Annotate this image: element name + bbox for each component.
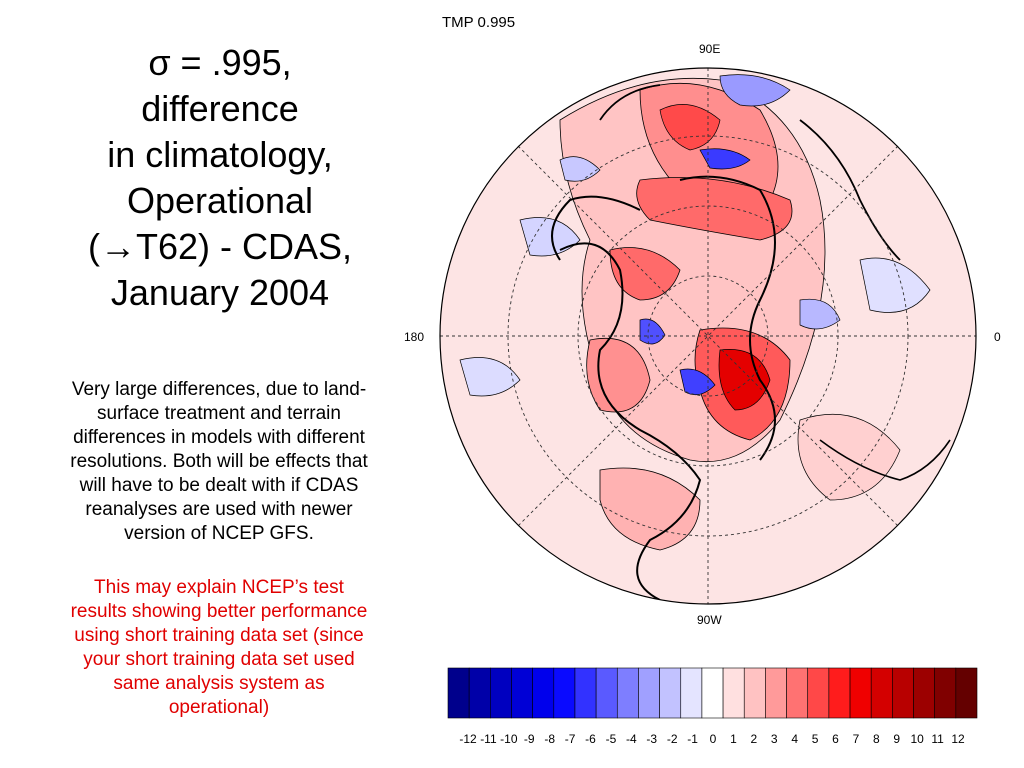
colorbar-tick-label: -6	[585, 732, 596, 746]
colorbar-tick-label: 9	[893, 732, 900, 746]
title-line: in climatology,	[107, 134, 333, 175]
colorbar-tick-label: -11	[480, 732, 497, 746]
colorbar-tick-label: 3	[771, 732, 778, 746]
colorbar-tick-label: 10	[910, 732, 924, 746]
colorbar-swatch	[490, 667, 512, 719]
colorbar-swatch	[955, 667, 978, 719]
colorbar-tick-label: 11	[931, 732, 944, 746]
colorbar-swatch	[807, 667, 830, 719]
colorbar-swatch	[574, 667, 597, 719]
colorbar-swatch	[849, 667, 872, 719]
colorbar: -12 -11 -10 -9 -8 -7 -6 -5 -4 -3 -2 -1 0 1 2 3 4 5 6 7 8 9 10 1…	[447, 667, 978, 746]
explanation-line: reanalyses are used with newer	[85, 499, 353, 520]
highlight-line: results showing better performance	[70, 601, 368, 622]
colorbar-tick-label: -3	[646, 732, 657, 746]
highlight-line: operational)	[168, 697, 270, 718]
map-label-bottom: 90W	[697, 613, 722, 627]
map-title: TMP 0.995	[442, 14, 516, 31]
colorbar-swatch	[638, 667, 660, 719]
colorbar-swatch	[743, 667, 766, 719]
colorbar-tick-label: 7	[853, 732, 860, 746]
explanation-line: version of NCEP GFS.	[124, 523, 314, 544]
title-line: Operational	[126, 180, 314, 221]
map-label-top: 90E	[699, 42, 721, 56]
explanation-line: Very large differences, due to land-	[71, 379, 367, 400]
colorbar-swatch	[447, 667, 470, 719]
colorbar-tick-label: -2	[667, 732, 678, 746]
colorbar-swatch	[468, 667, 491, 719]
title-line: (→T62) - CDAS,	[87, 226, 353, 267]
colorbar-swatch	[532, 667, 555, 719]
map-label-right: 0	[994, 330, 1001, 344]
colorbar-tick-label: 0	[710, 732, 717, 746]
colorbar-tick-label: 1	[730, 732, 737, 746]
title-line: σ = .995,	[148, 42, 292, 83]
colorbar-tick-label: -1	[687, 732, 698, 746]
highlight-line: This may explain NCEP’s test	[94, 577, 344, 598]
colorbar-tick-label: -9	[524, 732, 535, 746]
colorbar-swatch	[680, 667, 703, 719]
title-line: difference	[141, 88, 299, 129]
explanation-text: Very large differences, due to land- sur…	[30, 378, 408, 546]
colorbar-swatch	[870, 667, 893, 719]
colorbar-swatch	[595, 667, 618, 719]
colorbar-tick-label: -4	[626, 732, 637, 746]
map-field	[459, 74, 951, 601]
highlight-line: using short training data set (since	[74, 625, 364, 646]
colorbar-tick-label: 2	[750, 732, 757, 746]
colorbar-tick-label: -12	[459, 732, 477, 746]
colorbar-tick-label: 12	[951, 732, 965, 746]
colorbar-swatch	[913, 667, 935, 719]
map-label-left: 180	[404, 330, 425, 344]
slide-title: σ = .995, difference in climatology, Ope…	[20, 40, 420, 316]
colorbar-tick-label: 5	[812, 732, 819, 746]
colorbar-swatch	[892, 667, 914, 719]
map-border	[439, 67, 977, 605]
colorbar-tick-label: 4	[791, 732, 798, 746]
colorbar-swatch	[701, 667, 724, 719]
colorbar-tick-label: 8	[873, 732, 880, 746]
colorbar-tick-label: -8	[544, 732, 555, 746]
colorbar-tick-label: -5	[606, 732, 617, 746]
colorbar-swatch	[616, 667, 639, 719]
colorbar-swatch	[722, 667, 745, 719]
colorbar-swatch	[765, 667, 787, 719]
title-line: January 2004	[110, 272, 330, 313]
highlight-line: same analysis system as	[113, 673, 325, 694]
colorbar-swatch	[934, 667, 957, 719]
colorbar-swatch	[828, 667, 851, 719]
explanation-line: resolutions. Both will be effects that	[70, 451, 368, 472]
map-graticule	[440, 68, 976, 604]
explanation-line: surface treatment and terrain	[97, 403, 341, 424]
colorbar-swatch	[786, 667, 809, 719]
highlight-line: your short training data set used	[83, 649, 355, 670]
colorbar-swatch	[553, 667, 576, 719]
explanation-line: differences in models with different	[73, 427, 365, 448]
explanation-line: will have to be dealt with if CDAS	[79, 475, 359, 496]
colorbar-tick-label: -7	[565, 732, 576, 746]
highlight-text: This may explain NCEP’s test results sho…	[30, 576, 408, 720]
colorbar-swatch	[659, 667, 682, 719]
colorbar-tick-label: -10	[500, 732, 518, 746]
colorbar-tick-label: 6	[832, 732, 839, 746]
colorbar-swatch	[511, 667, 533, 719]
